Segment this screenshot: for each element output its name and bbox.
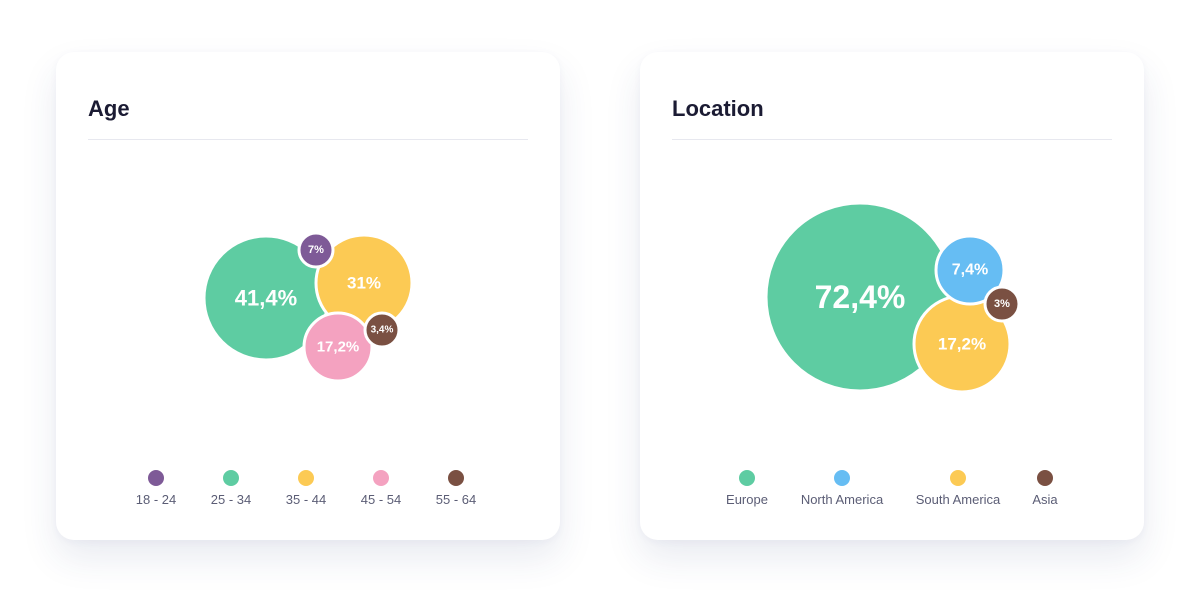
age-legend-dot-55-64	[448, 470, 464, 486]
location-bubble-europe: 72,4%	[764, 201, 956, 393]
age-card: Age 41,4% 31% 17,2% 7% 3,4% 18 - 24 25 - 34 35…	[56, 52, 560, 540]
location-legend-label-north-america: North America	[800, 492, 884, 507]
age-legend-dot-45-54	[373, 470, 389, 486]
location-bubble-label-asia: 3%	[994, 298, 1010, 310]
location-legend-label-europe: Europe	[726, 492, 768, 507]
location-bubble-label-north-america: 7,4%	[952, 262, 988, 279]
age-legend-item-25-34: 25 - 34	[171, 470, 291, 507]
age-legend-label-25-34: 25 - 34	[210, 492, 252, 507]
age-legend-dot-25-34	[223, 470, 239, 486]
age-bubble-45-54: 17,2%	[302, 311, 374, 383]
age-title: Age	[88, 96, 130, 121]
age-legend-label-55-64: 55 - 64	[435, 492, 477, 507]
age-bubble-circle-18-24	[297, 231, 335, 269]
location-legend-dot-north-america	[834, 470, 850, 486]
location-bubble-circle-north-america	[934, 234, 1006, 306]
age-legend-item-55-64: 55 - 64	[396, 470, 516, 507]
age-bubble-chart: 41,4% 31% 17,2% 7% 3,4%	[202, 231, 414, 383]
age-bubble-label-35-44: 31%	[347, 274, 381, 293]
age-bubble-18-24: 7%	[297, 231, 335, 269]
age-legend-item-45-54: 45 - 54	[321, 470, 441, 507]
age-legend-label-18-24: 18 - 24	[135, 492, 177, 507]
age-bubble-55-64: 3,4%	[363, 311, 401, 349]
location-card: Location 72,4% 17,2% 7,4% 3% Europe North Am…	[640, 52, 1144, 540]
location-legend-item-asia: Asia	[985, 470, 1105, 507]
age-legend-item-35-44: 35 - 44	[246, 470, 366, 507]
location-legend-label-asia: Asia	[1032, 492, 1058, 507]
age-legend-label-35-44: 35 - 44	[285, 492, 327, 507]
age-bubble-35-44: 31%	[314, 233, 414, 333]
age-legend-item-18-24: 18 - 24	[96, 470, 216, 507]
location-legend-dot-europe	[739, 470, 755, 486]
age-bubble-label-55-64: 3,4%	[371, 325, 394, 336]
location-bubble-label-europe: 72,4%	[815, 279, 906, 315]
age-legend-label-45-54: 45 - 54	[360, 492, 402, 507]
location-bubble-chart: 72,4% 17,2% 7,4% 3%	[764, 201, 1021, 394]
age-bubble-circle-45-54	[302, 311, 374, 383]
age-bubble-label-18-24: 7%	[308, 244, 324, 256]
location-bubble-circle-asia	[983, 285, 1021, 323]
location-bubble-asia: 3%	[983, 285, 1021, 323]
location-title: Location	[672, 96, 764, 121]
location-divider	[672, 139, 1112, 140]
age-legend-dot-18-24	[148, 470, 164, 486]
location-legend-dot-asia	[1037, 470, 1053, 486]
location-legend-item-south-america: South America	[898, 470, 1018, 507]
location-bubble-north-america: 7,4%	[934, 234, 1006, 306]
age-bubble-circle-55-64	[363, 311, 401, 349]
age-bubble-label-45-54: 17,2%	[317, 339, 360, 356]
location-bubble-south-america: 17,2%	[912, 294, 1012, 394]
age-divider	[88, 139, 528, 140]
location-bubble-label-south-america: 17,2%	[938, 335, 986, 354]
age-legend-dot-35-44	[298, 470, 314, 486]
location-legend-dot-south-america	[950, 470, 966, 486]
location-legend-item-europe: Europe	[687, 470, 807, 507]
age-bubble-label-25-34: 41,4%	[235, 286, 297, 311]
location-legend-label-south-america: South America	[915, 492, 1001, 507]
location-legend-item-north-america: North America	[782, 470, 902, 507]
